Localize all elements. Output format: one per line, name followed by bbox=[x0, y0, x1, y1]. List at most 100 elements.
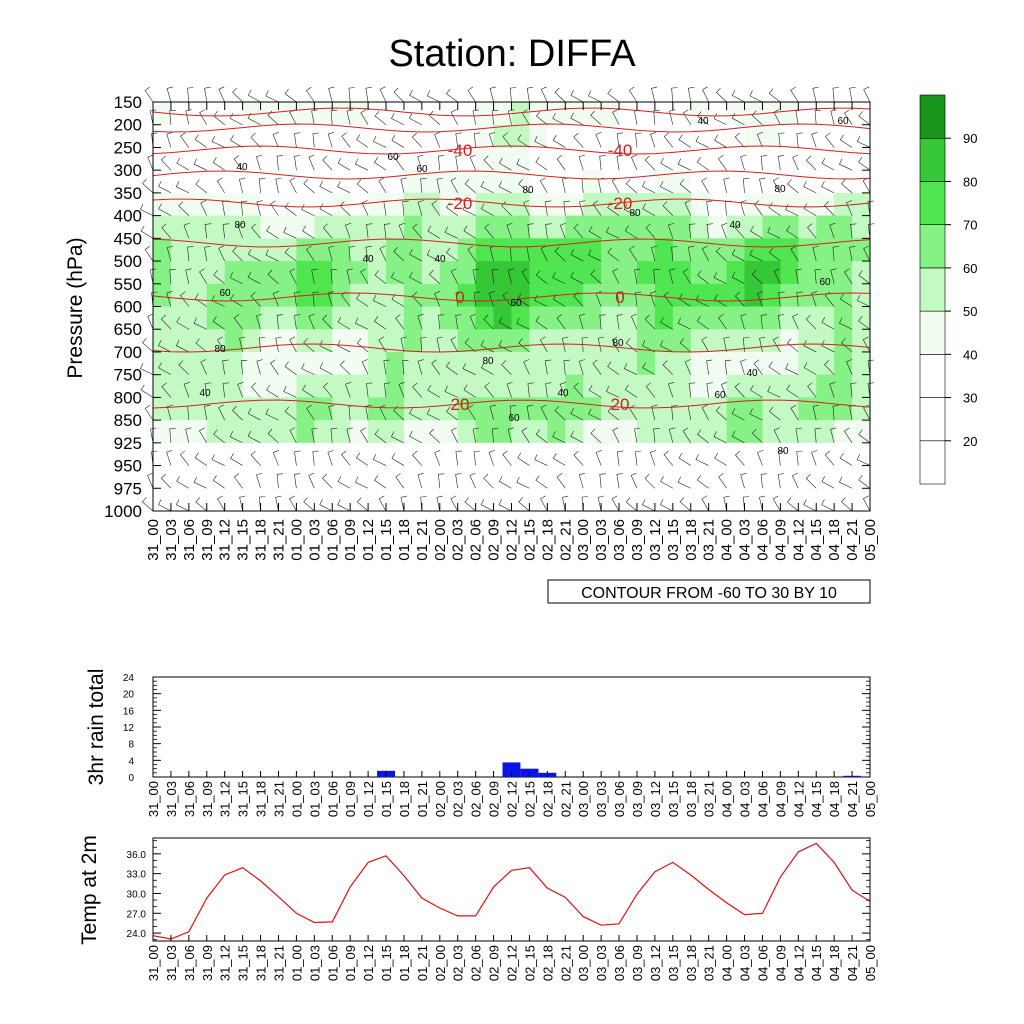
humidity-contour-label: 60 bbox=[837, 116, 849, 127]
wind-barb bbox=[275, 495, 282, 512]
wind-barb bbox=[821, 476, 835, 489]
wind-barb bbox=[631, 154, 638, 171]
humidity-cell bbox=[529, 329, 548, 353]
wind-barb bbox=[563, 359, 570, 375]
wind-barb bbox=[612, 268, 620, 284]
wind-barb bbox=[409, 408, 423, 421]
humidity-cell bbox=[457, 465, 477, 489]
wind-barb bbox=[651, 404, 658, 421]
humidity-cell bbox=[332, 147, 351, 171]
wind-barb bbox=[455, 132, 462, 148]
humidity-cell bbox=[726, 102, 746, 126]
wind-barb bbox=[166, 291, 173, 307]
wind-barb bbox=[856, 294, 871, 307]
wind-barb bbox=[147, 313, 154, 330]
wind-barb bbox=[301, 204, 315, 216]
wind-barb bbox=[858, 270, 871, 285]
wind-barb bbox=[595, 450, 602, 466]
wind-barb bbox=[480, 499, 494, 512]
humidity-cell bbox=[690, 124, 710, 149]
wind-barb bbox=[166, 404, 174, 421]
wind-barb bbox=[322, 382, 333, 398]
wind-barb bbox=[803, 181, 817, 194]
humidity-cell bbox=[260, 283, 280, 308]
humidity-contour-label: 80 bbox=[522, 185, 534, 196]
wind-barb bbox=[561, 336, 569, 353]
wind-barb bbox=[660, 476, 673, 489]
humidity-cell bbox=[188, 102, 208, 126]
wind-barb bbox=[812, 86, 819, 103]
wind-barb bbox=[200, 359, 208, 375]
rain-time-label: 03_09 bbox=[630, 781, 645, 817]
pressure-tick-label: 250 bbox=[114, 138, 142, 157]
wind-barb bbox=[749, 408, 763, 421]
humidity-cell bbox=[224, 488, 244, 512]
wind-barb bbox=[306, 404, 315, 421]
humidity-cell bbox=[188, 397, 208, 421]
wind-barb bbox=[417, 313, 424, 330]
humidity-cell bbox=[511, 442, 531, 467]
wind-barb bbox=[408, 112, 423, 125]
wind-barb bbox=[472, 427, 480, 443]
humidity-cell bbox=[421, 442, 441, 467]
wind-barb bbox=[787, 179, 799, 194]
wind-barb bbox=[232, 405, 243, 421]
wind-barb bbox=[749, 90, 763, 103]
wind-barb bbox=[616, 132, 624, 148]
humidity-cell bbox=[852, 374, 871, 398]
rain-time-label: 31_18 bbox=[254, 781, 269, 817]
wind-barb bbox=[194, 134, 207, 148]
rain-time-label: 03_00 bbox=[576, 781, 591, 817]
wind-barb bbox=[139, 203, 154, 216]
humidity-cell bbox=[619, 283, 638, 308]
wind-barb bbox=[455, 450, 462, 466]
temp-time-label: 03_21 bbox=[702, 945, 717, 981]
wind-barb bbox=[250, 450, 261, 466]
temp-contour-line bbox=[152, 170, 871, 180]
humidity-cell bbox=[529, 442, 548, 467]
wind-barb bbox=[792, 313, 799, 330]
humidity-cell bbox=[278, 420, 297, 444]
humidity-cell bbox=[421, 329, 441, 353]
humidity-cell bbox=[403, 329, 423, 353]
humidity-cell bbox=[296, 420, 315, 444]
wind-barb bbox=[346, 427, 353, 443]
humidity-contour-label: 80 bbox=[629, 208, 641, 219]
humidity-cell bbox=[852, 238, 871, 262]
wind-barb bbox=[606, 226, 620, 239]
wind-barb bbox=[365, 86, 372, 103]
wind-barb bbox=[721, 222, 728, 239]
time-tick-label: 04_00 bbox=[719, 519, 736, 561]
wind-barb bbox=[767, 385, 781, 398]
humidity-cell bbox=[690, 488, 710, 512]
wind-barb bbox=[830, 109, 837, 125]
wind-barb bbox=[502, 132, 512, 148]
humidity-cell bbox=[601, 488, 620, 512]
humidity-cell bbox=[565, 192, 584, 217]
humidity-cell bbox=[547, 374, 566, 398]
humidity-cell bbox=[224, 261, 244, 285]
humidity-cell bbox=[350, 170, 369, 194]
humidity-cell bbox=[421, 170, 441, 194]
wind-barb bbox=[239, 336, 246, 353]
wind-barb bbox=[303, 338, 315, 353]
temp-axis-label: Temp at 2m bbox=[78, 835, 101, 945]
humidity-cell bbox=[672, 306, 692, 330]
wind-barb bbox=[807, 223, 817, 239]
wind-barb bbox=[644, 473, 656, 489]
wind-barb bbox=[863, 86, 871, 103]
humidity-cell bbox=[188, 283, 208, 308]
wind-barb bbox=[767, 226, 781, 239]
humidity-cell bbox=[421, 397, 441, 421]
humidity-cell bbox=[601, 420, 620, 444]
humidity-cell bbox=[368, 397, 387, 421]
humidity-cell bbox=[726, 329, 746, 353]
wind-barb bbox=[706, 382, 713, 398]
wind-barb bbox=[777, 155, 785, 171]
wind-barb bbox=[701, 404, 709, 421]
humidity-cell bbox=[260, 351, 280, 376]
humidity-cell bbox=[170, 147, 190, 171]
humidity-cell bbox=[601, 374, 620, 398]
wind-barb bbox=[390, 112, 405, 125]
humidity-cell bbox=[654, 261, 674, 285]
